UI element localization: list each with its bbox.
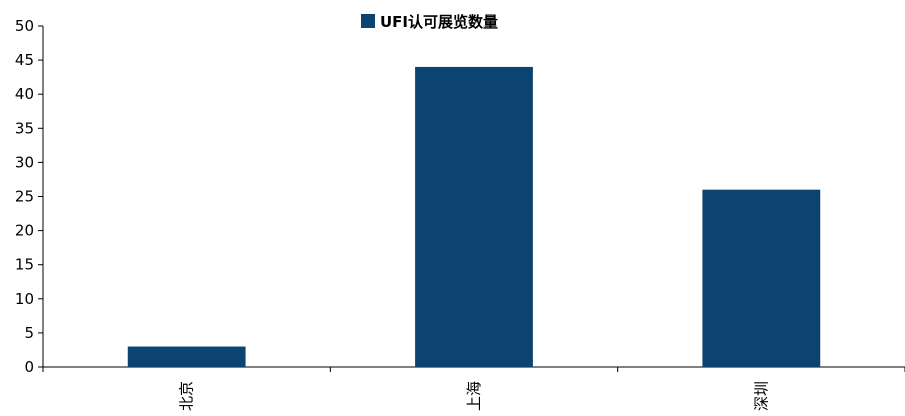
y-tick-label: 25: [15, 188, 34, 206]
x-axis: 北京 上海 深圳: [42, 366, 905, 411]
legend: UFI认可展览数量: [361, 13, 498, 31]
y-tick-label: 5: [24, 324, 34, 342]
y-tick-label: 20: [15, 222, 34, 240]
bars-group: [127, 66, 821, 368]
x-category-label: 上海: [465, 381, 483, 411]
bar-3: [702, 189, 821, 367]
bar-1: [127, 346, 246, 367]
x-category-label: 深圳: [752, 381, 770, 411]
y-tick-label: 0: [24, 358, 34, 376]
legend-label: UFI认可展览数量: [380, 13, 498, 31]
y-tick-label: 40: [15, 85, 34, 103]
y-tick-label: 45: [15, 51, 34, 69]
y-tick-label: 50: [15, 17, 34, 35]
y-tick-label: 30: [15, 153, 34, 171]
bar-2: [415, 66, 533, 368]
x-category-label: 北京: [178, 381, 196, 411]
y-axis: 0 5 10 15 20 25 30 35 40 45 50: [15, 17, 44, 376]
legend-swatch: [361, 14, 375, 28]
y-tick-label: 15: [15, 256, 34, 274]
y-tick-label: 35: [15, 119, 34, 137]
y-tick-label: 10: [15, 290, 34, 308]
